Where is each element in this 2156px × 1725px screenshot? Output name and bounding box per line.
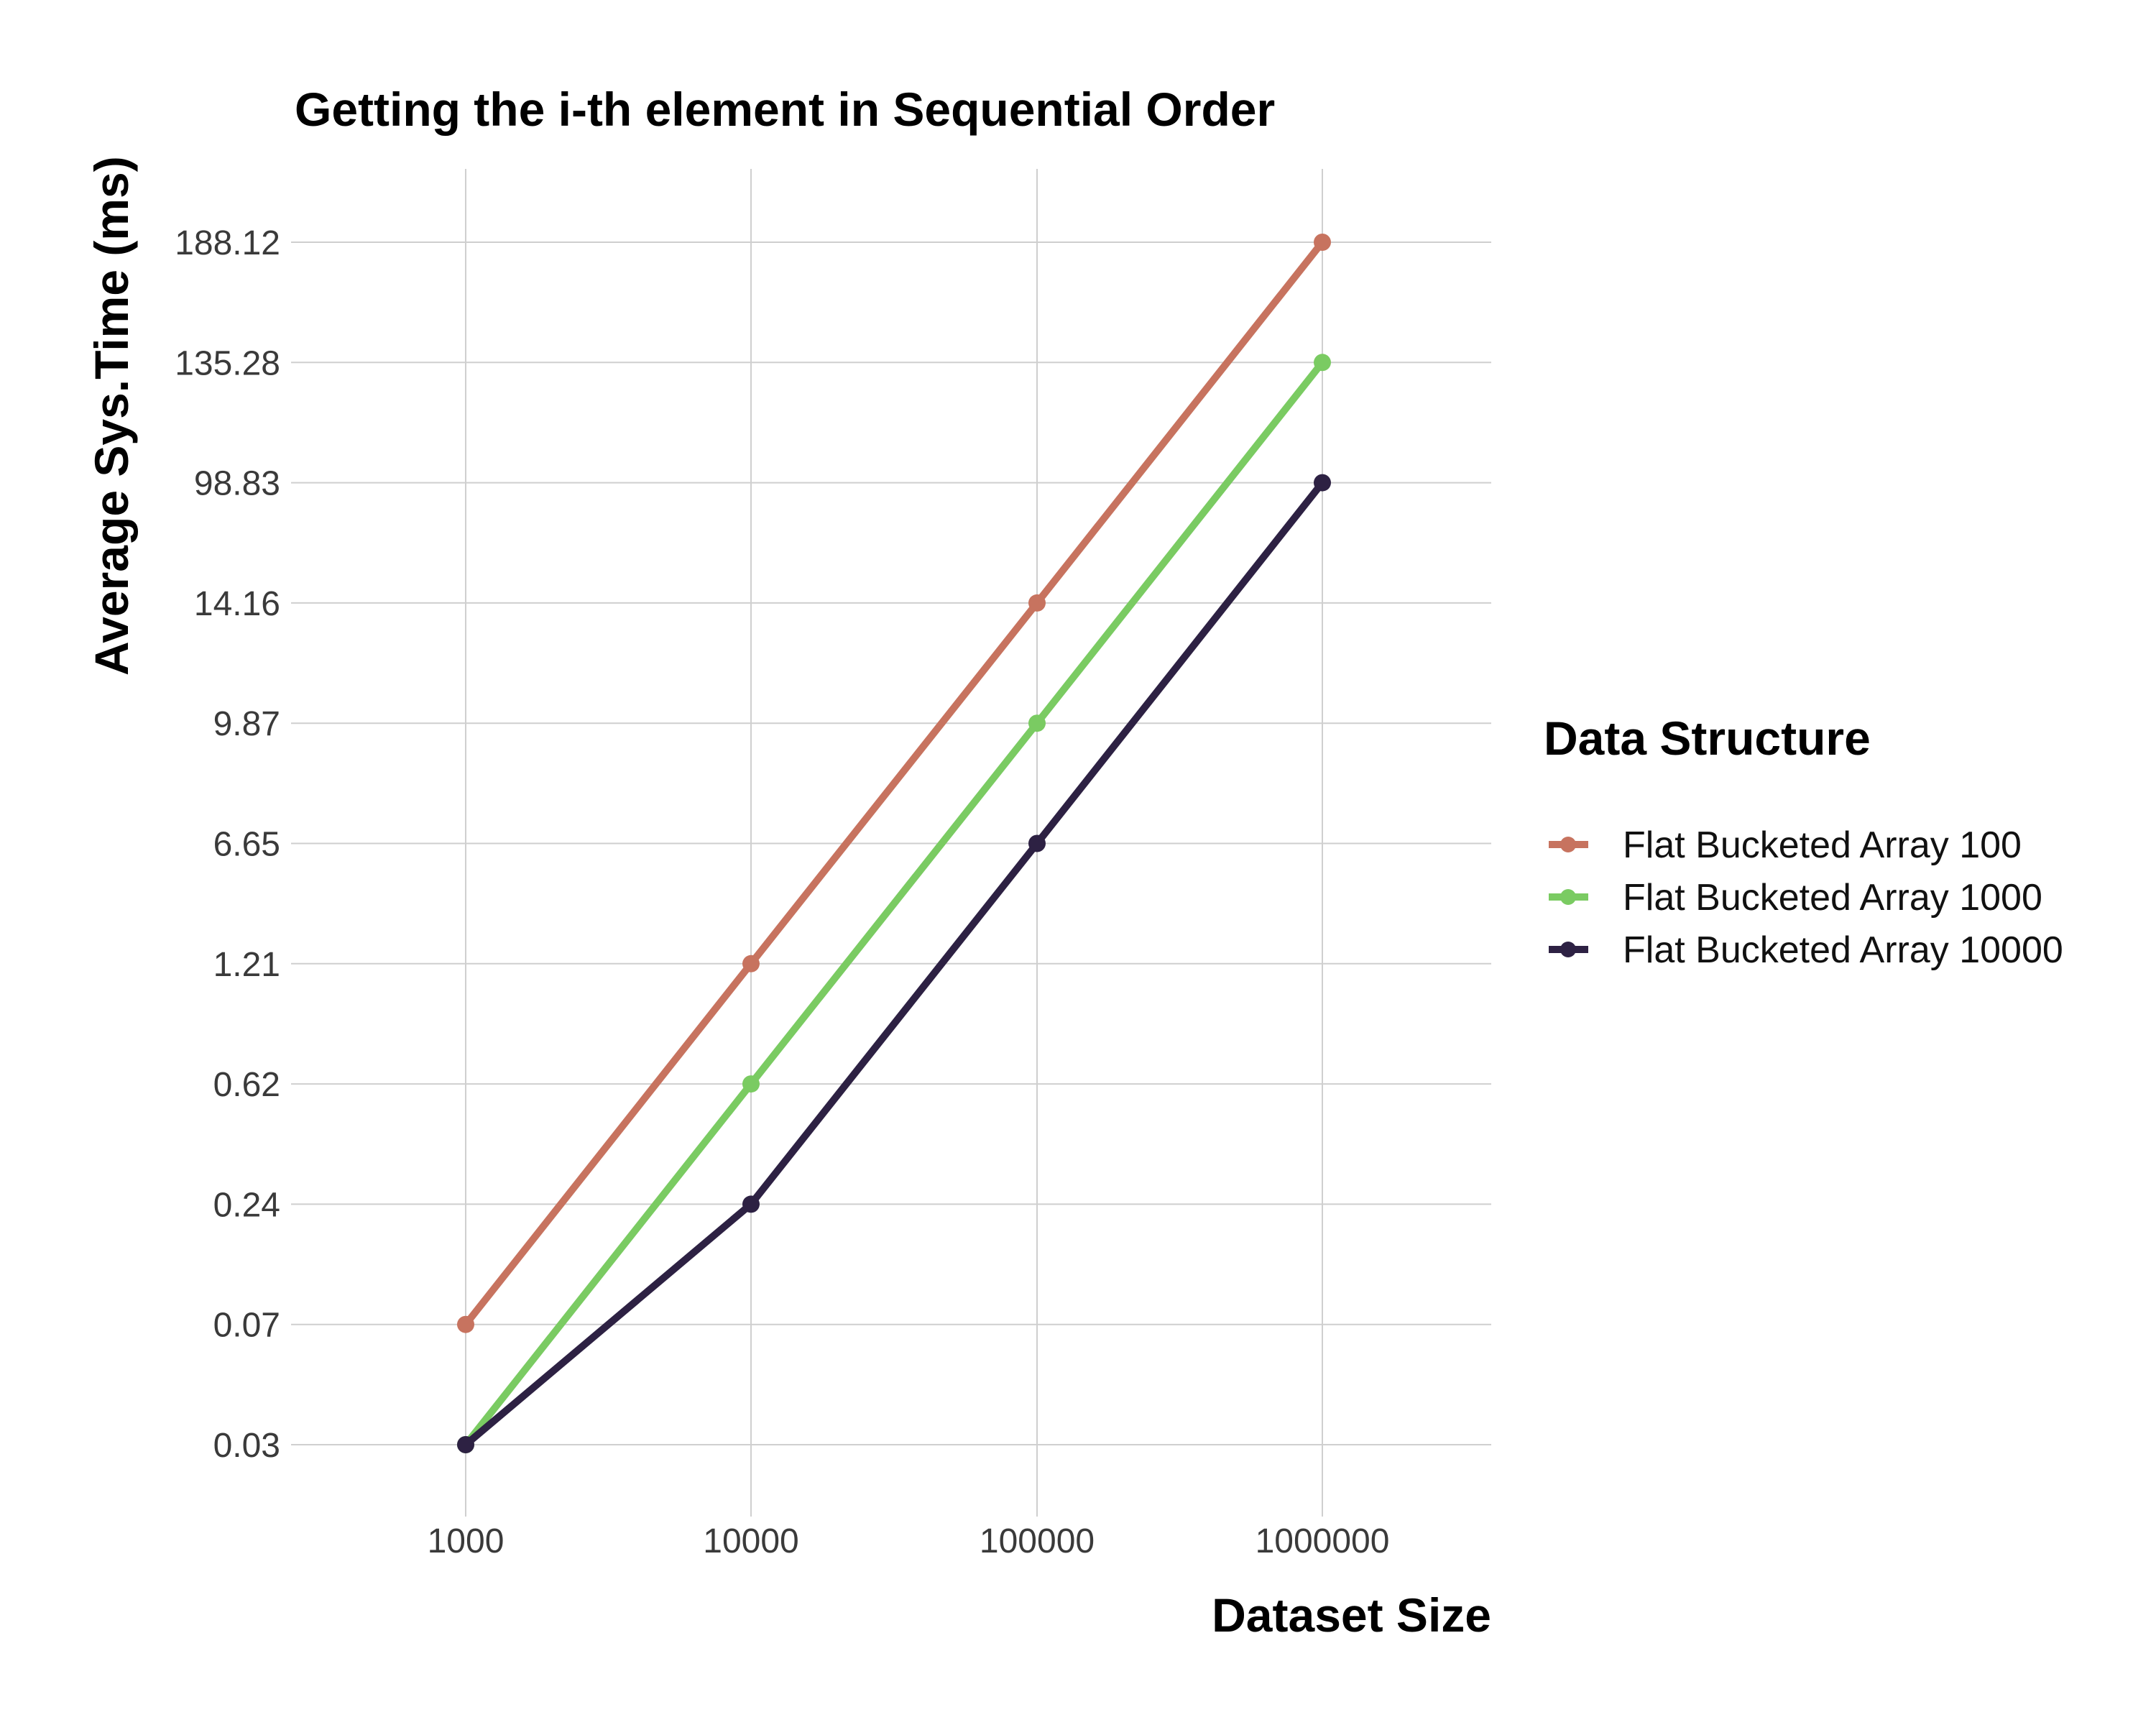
legend-swatch-point <box>1560 837 1576 852</box>
x-tick-label: 1000 <box>428 1522 505 1560</box>
data-point <box>742 1195 760 1213</box>
legend-swatch-point <box>1560 942 1576 957</box>
y-tick-label: 0.62 <box>213 1066 280 1104</box>
legend-item: Flat Bucketed Array 10000 <box>1549 929 2063 971</box>
legend-label: Flat Bucketed Array 1000 <box>1623 877 2042 919</box>
legend-items: Flat Bucketed Array 100 Flat Bucketed Arr… <box>1549 824 2063 971</box>
legend-item: Flat Bucketed Array 100 <box>1549 824 2022 866</box>
y-axis-title: Average Sys.Time (ms) <box>85 156 138 676</box>
data-point <box>1028 714 1046 732</box>
data-point <box>457 1315 474 1333</box>
data-point <box>1314 474 1331 492</box>
chart-title: Getting the i-th element in Sequential O… <box>295 83 1275 136</box>
series-1 <box>457 234 1331 1333</box>
y-axis-ticks: 0.03 0.07 0.24 0.62 1.21 6.65 9.87 14.16 98.83 13… <box>175 224 280 1465</box>
series-2 <box>457 354 1331 1453</box>
x-tick-label: 100000 <box>980 1522 1095 1560</box>
series-line <box>462 239 1326 1328</box>
y-tick-label: 14.16 <box>194 585 280 623</box>
x-axis-title: Dataset Size <box>1212 1588 1491 1642</box>
y-tick-label: 6.65 <box>213 826 280 864</box>
legend: Data Structure Flat Bucketed Array 100Fl… <box>1544 712 2063 971</box>
legend-title: Data Structure <box>1544 712 1871 765</box>
data-point <box>1028 834 1046 852</box>
x-axis-ticks: 1000 10000 100000 1000000 <box>428 1522 1390 1560</box>
y-tick-label: 0.03 <box>213 1427 280 1465</box>
data-point <box>1028 594 1046 612</box>
y-tick-label: 188.12 <box>175 224 280 262</box>
data-point <box>742 1075 760 1093</box>
series-line <box>462 359 1326 1448</box>
y-tick-label: 98.83 <box>194 465 280 503</box>
y-tick-label: 9.87 <box>213 705 280 743</box>
data-point <box>1314 234 1331 251</box>
x-tick-label: 10000 <box>703 1522 798 1560</box>
series-layer <box>457 234 1331 1453</box>
legend-swatch-point <box>1560 889 1576 905</box>
data-point <box>742 954 760 972</box>
x-tick-label: 1000000 <box>1256 1522 1390 1560</box>
y-tick-label: 135.28 <box>175 344 280 382</box>
y-tick-label: 0.07 <box>213 1307 280 1345</box>
y-tick-label: 1.21 <box>213 946 280 984</box>
data-point <box>1314 354 1331 372</box>
legend-label: Flat Bucketed Array 100 <box>1623 824 2022 866</box>
legend-label: Flat Bucketed Array 10000 <box>1623 929 2063 971</box>
legend-item: Flat Bucketed Array 1000 <box>1549 877 2042 919</box>
data-point <box>457 1436 474 1453</box>
y-tick-label: 0.24 <box>213 1186 280 1224</box>
series-line <box>462 479 1326 1448</box>
series-3 <box>457 474 1331 1453</box>
